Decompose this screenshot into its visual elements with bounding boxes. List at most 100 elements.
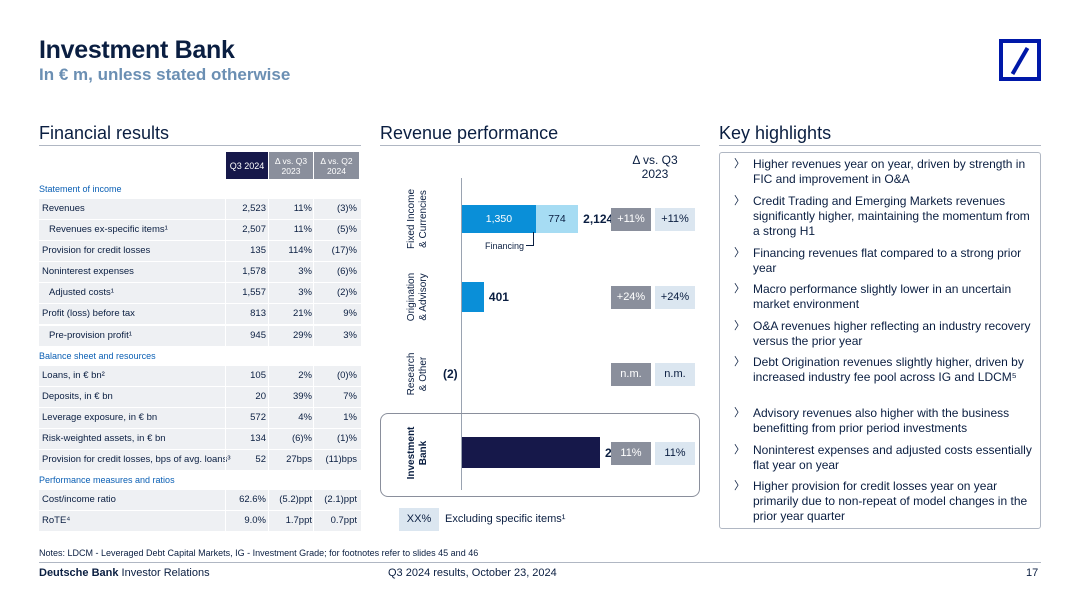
chart-bar-label: 774 xyxy=(548,212,566,225)
column-header-q3-2024: Q3 2024 xyxy=(226,152,268,179)
cell-vs-q3-2023: (6)% xyxy=(291,432,312,444)
cell-separator xyxy=(268,450,269,471)
cell-vs-q2-2024: (1)% xyxy=(336,432,357,444)
chart-category-label-line1: Investment xyxy=(406,426,417,479)
cell-vs-q2-2024: (6)% xyxy=(336,266,357,278)
highlight-item: 〉 Advisory revenues also higher with the … xyxy=(734,406,1034,436)
cell-vs-q2-2024: (0)% xyxy=(336,369,357,381)
table-row: Cost/income ratio 62.6% (5.2)ppt (2.1)ppt xyxy=(39,490,361,511)
key-highlights-box xyxy=(719,152,1041,529)
column-header-vs-q2-2024: Δ vs. Q2 2024 xyxy=(314,152,359,179)
chart-category-label: Investment Bank xyxy=(406,413,430,493)
footer-brand-suffix: Investor Relations xyxy=(118,567,210,579)
cell-separator xyxy=(313,199,314,219)
highlight-text: Higher revenues year on year, driven by … xyxy=(753,157,1026,186)
delta-ex-specific-pill: +24% xyxy=(655,286,695,309)
row-label: Adjusted costs¹ xyxy=(49,287,114,299)
cell-separator xyxy=(313,511,314,532)
cell-separator xyxy=(225,365,226,386)
highlight-text: Debt Origination revenues slightly highe… xyxy=(753,355,1024,384)
chart-total-label: 2,124 xyxy=(583,212,614,226)
highlight-item: 〉 O&A revenues higher reflecting an indus… xyxy=(734,319,1034,349)
page-title: Investment Bank xyxy=(39,36,235,64)
table-section-header: Balance sheet and resources xyxy=(39,350,156,361)
table-row: Adjusted costs¹ 1,557 3% (2)% xyxy=(39,283,361,304)
cell-vs-q2-2024: 9% xyxy=(343,308,357,320)
row-label: Provision for credit losses xyxy=(42,245,151,257)
cell-separator xyxy=(313,490,314,511)
cell-vs-q2-2024: (3)% xyxy=(336,203,357,214)
footer-divider xyxy=(39,562,1041,563)
financial-results-title: Financial results xyxy=(39,123,170,143)
table-row: Revenues ex-specific items¹ 2,507 11% (5)% xyxy=(39,220,361,241)
chevron-right-icon: 〉 xyxy=(734,283,745,295)
cell-separator xyxy=(225,199,226,219)
chart-category-label: Fixed Income & Currencies xyxy=(406,179,430,259)
cell-separator xyxy=(313,262,314,283)
highlight-text: Credit Trading and Emerging Markets reve… xyxy=(753,194,1030,238)
chart-bar xyxy=(462,282,484,312)
chart-category-label-line2: & Currencies xyxy=(418,190,429,248)
cell-vs-q3-2023: 11% xyxy=(293,203,312,214)
cell-q3-2024: 1,557 xyxy=(242,287,266,299)
table-section-header: Statement of income xyxy=(39,184,122,194)
chart-bar xyxy=(535,205,579,233)
highlight-item: 〉 Higher provision for credit losses year… xyxy=(734,479,1034,524)
cell-vs-q3-2023: 3% xyxy=(298,266,312,278)
cell-vs-q2-2024: 3% xyxy=(343,329,357,341)
cell-separator xyxy=(225,325,226,346)
cell-vs-q3-2023: 3% xyxy=(298,287,312,299)
delta-pill: +24% xyxy=(611,286,651,309)
row-label: Cost/income ratio xyxy=(42,494,116,506)
cell-separator xyxy=(313,220,314,241)
table-row: Risk-weighted assets, in € bn 134 (6)% (1)% xyxy=(39,428,361,449)
cell-vs-q2-2024: (11)bps xyxy=(325,454,357,466)
highlight-text: Financing revenues flat compared to a st… xyxy=(753,246,1022,275)
chart-category-label-line1: Origination xyxy=(406,272,417,322)
cell-separator xyxy=(313,241,314,262)
cell-q3-2024: 52 xyxy=(255,454,266,466)
page-subtitle: In € m, unless stated otherwise xyxy=(39,65,291,84)
chart-total-label: 401 xyxy=(488,290,509,304)
table-header: Q3 2024 Δ vs. Q3 2023 Δ vs. Q2 2024 xyxy=(39,152,361,179)
row-label: Pre-provision profit¹ xyxy=(49,329,132,341)
cell-separator xyxy=(268,365,269,386)
cell-q3-2024: 20 xyxy=(255,390,266,402)
chart-category-label-line2: & Advisory xyxy=(418,273,429,321)
row-label: RoTE⁴ xyxy=(42,515,71,527)
cell-separator xyxy=(313,325,314,346)
cell-q3-2024: 1,578 xyxy=(242,266,266,278)
table-row: Revenues 2,523 11% (3)% xyxy=(39,199,361,219)
row-label: Provision for credit losses, bps of avg.… xyxy=(42,454,231,466)
cell-vs-q3-2023: 114% xyxy=(288,245,312,257)
cell-separator xyxy=(268,511,269,532)
delta-pill: 11% xyxy=(611,441,651,465)
cell-separator xyxy=(268,428,269,449)
chevron-right-icon: 〉 xyxy=(734,320,745,332)
cell-separator xyxy=(225,450,226,471)
row-label: Loans, in € bn² xyxy=(42,369,105,381)
cell-vs-q3-2023: 4% xyxy=(298,411,312,423)
table-row: Provision for credit losses 135 114% (17)% xyxy=(39,241,361,262)
highlight-item: 〉 Financing revenues flat compared to a s… xyxy=(734,246,1034,276)
chart-category-label-line2: Bank xyxy=(418,440,429,465)
cell-vs-q3-2023: 1.7ppt xyxy=(285,515,312,527)
chart-category-label: Origination & Advisory xyxy=(406,257,430,337)
chart-bar xyxy=(462,437,600,468)
footnotes: Notes: LDCM - Leveraged Debt Capital Mar… xyxy=(39,548,479,558)
footer-brand-name: Deutsche Bank xyxy=(39,567,119,579)
chevron-right-icon: 〉 xyxy=(734,480,745,492)
table-row: Noninterest expenses 1,578 3% (6)% xyxy=(39,262,361,283)
highlight-text: Noninterest expenses and adjusted costs … xyxy=(753,443,1032,472)
page-number: 17 xyxy=(1026,567,1039,579)
delta-ex-specific-pill: n.m. xyxy=(655,363,695,386)
cell-separator xyxy=(313,428,314,449)
cell-q3-2024: 62.6% xyxy=(239,494,266,506)
cell-separator xyxy=(225,490,226,511)
highlight-text: Higher provision for credit losses year … xyxy=(753,479,1028,523)
cell-separator xyxy=(225,283,226,304)
cell-separator xyxy=(225,304,226,325)
cell-separator xyxy=(313,450,314,471)
cell-q3-2024: 105 xyxy=(250,369,266,381)
cell-separator xyxy=(313,304,314,325)
